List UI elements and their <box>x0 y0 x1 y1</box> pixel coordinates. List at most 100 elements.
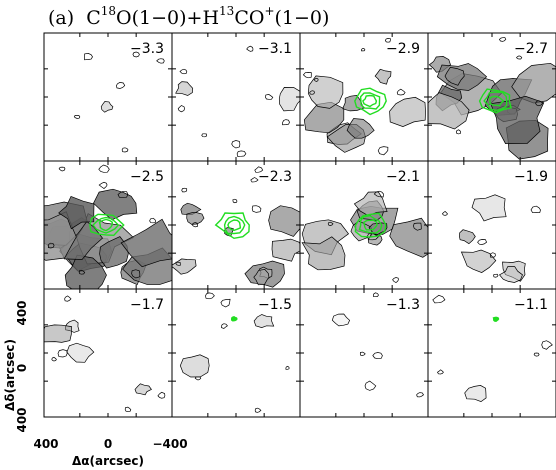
emission-blob <box>99 236 129 269</box>
green-contour <box>492 316 500 323</box>
noise-contour <box>194 376 202 381</box>
emission-blob <box>389 96 426 127</box>
channel-panel: −1.1 <box>427 288 556 418</box>
channel-panel: −3.3 <box>43 32 173 162</box>
noise-contour <box>117 190 129 198</box>
green-contour <box>223 215 246 235</box>
green-contour <box>214 212 250 240</box>
x-tick-label-left: 400 <box>33 437 58 451</box>
emission-blob <box>58 195 95 230</box>
noise-contour <box>489 252 496 258</box>
noise-contour <box>285 365 290 370</box>
emission-blob <box>459 229 476 245</box>
emission-blob <box>331 313 351 327</box>
channel-panel: −1.9 <box>427 160 556 290</box>
noise-contour <box>124 406 132 413</box>
emission-blob <box>471 194 507 222</box>
velocity-label: −1.1 <box>514 297 548 313</box>
noise-contour <box>432 294 446 304</box>
velocity-label: −3.1 <box>258 41 292 57</box>
noise-contour <box>373 190 384 198</box>
noise-contour <box>121 147 129 153</box>
noise-contour <box>232 198 238 204</box>
green-contour <box>363 219 378 231</box>
title-mol1: C <box>86 7 101 29</box>
noise-contour <box>265 94 274 100</box>
emission-blob <box>253 269 270 286</box>
noise-contour <box>175 261 181 266</box>
y-tick-label-top: 400 <box>15 300 29 325</box>
emission-blob <box>301 236 346 271</box>
noise-contour <box>327 221 334 226</box>
emission-blob <box>346 118 375 139</box>
emission-blob <box>307 75 344 109</box>
noise-contour <box>191 222 198 228</box>
green-contour <box>227 219 242 232</box>
channel-panel: −1.5 <box>171 288 301 418</box>
noise-contour <box>179 68 188 75</box>
emission-blob <box>66 342 95 363</box>
channel-panel: −2.3 <box>171 160 301 290</box>
emission-blob <box>368 222 388 236</box>
x-tick-label-right: −400 <box>152 437 187 451</box>
noise-contour <box>535 100 544 107</box>
velocity-label: −1.3 <box>386 297 420 313</box>
noise-contour <box>361 48 366 52</box>
noise-contour <box>373 292 379 298</box>
channel-panel: −2.7 <box>427 32 556 162</box>
noise-contour <box>57 349 68 358</box>
noise-contour <box>516 55 523 60</box>
velocity-label: −1.5 <box>258 297 292 313</box>
emission-blob <box>179 354 210 378</box>
emission-blob <box>511 62 556 104</box>
green-contour <box>92 216 120 234</box>
noise-contour <box>149 217 157 224</box>
title-mol2-sup2: + <box>264 4 274 18</box>
green-contour <box>358 214 383 234</box>
noise-contour <box>98 181 108 189</box>
noise-contour <box>416 392 424 398</box>
noise-contour <box>313 77 319 82</box>
noise-contour <box>73 114 81 119</box>
emission-blob <box>389 217 428 258</box>
emission-blob <box>353 191 388 217</box>
velocity-label: −1.9 <box>514 169 548 185</box>
figure-title: (a) C18O(1−0)+H13CO+(1−0) <box>48 4 329 29</box>
noise-contour <box>530 205 541 214</box>
noise-contour <box>413 222 422 231</box>
noise-contour <box>533 352 540 357</box>
velocity-label: −2.7 <box>514 41 548 57</box>
noise-contour <box>396 88 406 96</box>
y-tick-label-mid: 0 <box>15 364 29 372</box>
green-contour <box>362 94 378 108</box>
velocity-label: −1.7 <box>130 297 164 313</box>
noise-contour <box>181 187 188 193</box>
emission-blob <box>120 218 172 268</box>
noise-contour <box>498 37 507 42</box>
noise-contour <box>250 177 259 183</box>
noise-contour <box>116 82 126 89</box>
emission-blob <box>498 266 523 283</box>
emission-blob <box>186 212 205 225</box>
title-mol2-rest: CO <box>234 7 264 29</box>
green-contour <box>488 95 505 107</box>
noise-contour <box>372 352 383 360</box>
noise-contour <box>221 323 228 329</box>
emission-blob <box>44 324 72 343</box>
noise-contour <box>78 269 86 275</box>
green-contour <box>98 218 114 232</box>
noise-contour <box>392 277 399 284</box>
channel-panel: −1.3 <box>299 288 429 418</box>
noise-contour <box>64 295 72 302</box>
channel-panel: −2.1 <box>299 160 429 290</box>
channel-panel: −1.7 <box>43 288 173 418</box>
noise-contour <box>541 340 553 350</box>
channel-panel: −3.1 <box>171 32 301 162</box>
noise-contour <box>254 407 262 413</box>
emission-blob <box>175 81 194 96</box>
noise-contour <box>132 51 140 58</box>
noise-contour <box>98 164 110 173</box>
green-contour <box>478 88 512 114</box>
noise-contour <box>157 391 166 399</box>
x-axis-label: Δα(arcsec) <box>72 454 144 468</box>
